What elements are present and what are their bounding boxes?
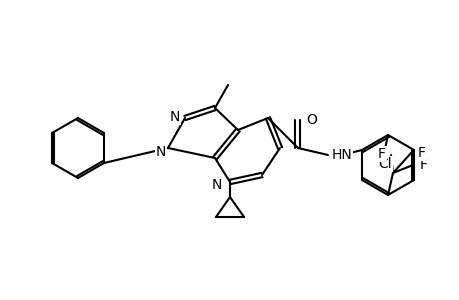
Text: F: F bbox=[419, 158, 427, 172]
Text: N: N bbox=[211, 178, 222, 192]
Text: N: N bbox=[169, 110, 179, 124]
Text: Cl: Cl bbox=[377, 157, 391, 171]
Text: F: F bbox=[417, 146, 425, 160]
Text: O: O bbox=[305, 113, 316, 127]
Text: N: N bbox=[155, 145, 166, 159]
Text: HN: HN bbox=[331, 148, 352, 162]
Text: F: F bbox=[377, 147, 385, 161]
